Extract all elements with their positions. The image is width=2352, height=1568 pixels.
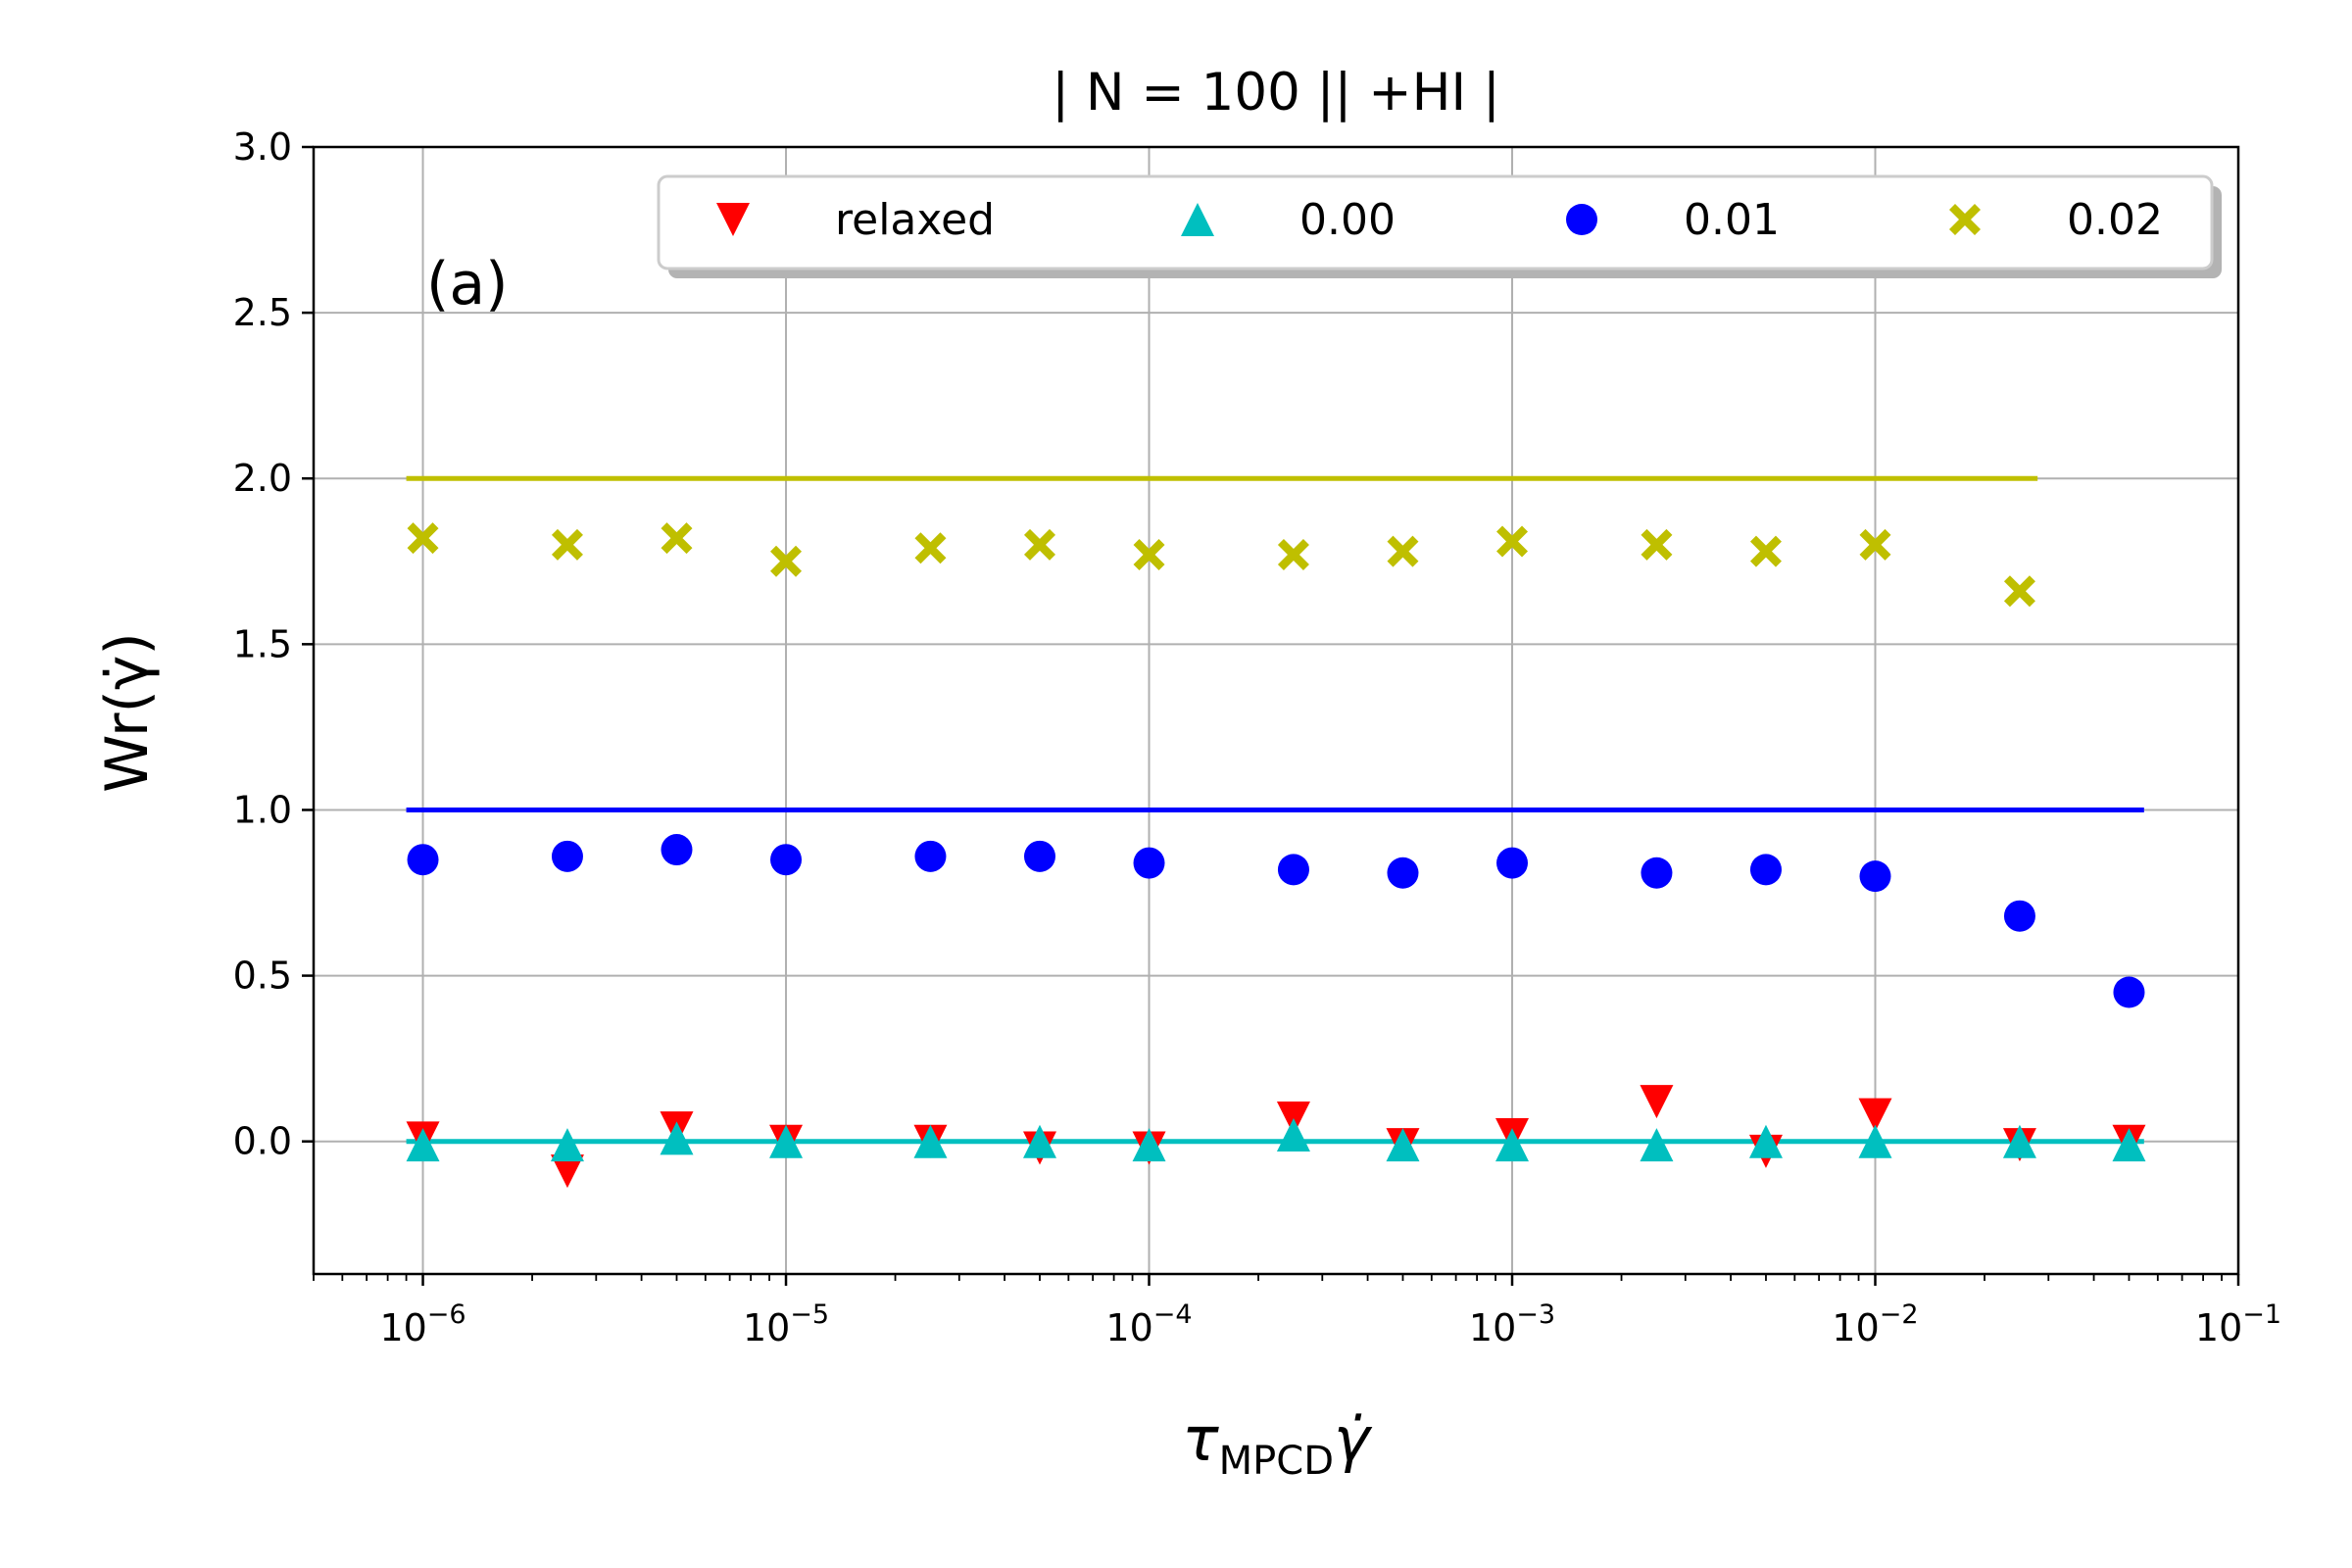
data-markers [406, 522, 2146, 1189]
y-tick-label-0: 0.0 [233, 1120, 292, 1163]
data-point [769, 1124, 804, 1158]
data-point [550, 1128, 584, 1162]
data-point [2112, 1128, 2146, 1162]
x-tick-label-3: 10−3 [1469, 1299, 1555, 1349]
data-point [1133, 539, 1165, 571]
data-point [661, 834, 693, 866]
legend-label-3: 0.02 [2067, 195, 2163, 245]
data-point [1496, 847, 1529, 879]
x-tick-label-base: 10 [1832, 1306, 1879, 1349]
x-tick-label-exponent: −5 [790, 1299, 829, 1330]
data-point [1640, 1085, 1674, 1119]
data-point [661, 522, 693, 555]
y-tick-label-1: 0.5 [233, 955, 292, 998]
legend-marker-3 [1949, 204, 1981, 235]
legend-label-0: relaxed [835, 195, 995, 245]
data-point [2003, 900, 2035, 932]
data-point [1641, 528, 1673, 561]
data-point [770, 844, 803, 876]
data-point [407, 844, 439, 876]
x-tick-label-base: 10 [379, 1306, 426, 1349]
data-point [1276, 1117, 1310, 1152]
x-tick-label-5: 10−1 [2195, 1299, 2281, 1349]
data-point [1387, 857, 1419, 889]
x-tick-label-exponent: −6 [427, 1299, 466, 1330]
x-axis-label-gamma: γ̇ [1334, 1403, 1373, 1475]
data-point [2113, 976, 2145, 1008]
series-0.01 [407, 834, 2145, 1008]
legend: relaxed 0.00 0.01 0.02 [657, 174, 2222, 278]
data-point [550, 1154, 584, 1189]
x-tick-label-exponent: −3 [1516, 1299, 1555, 1330]
data-point [1749, 535, 1782, 567]
x-tick-label-base: 10 [743, 1306, 790, 1349]
data-point [914, 840, 947, 872]
data-point [1495, 1128, 1530, 1162]
data-point [770, 545, 803, 577]
x-tick-label-exponent: −1 [2242, 1299, 2281, 1330]
data-point [914, 532, 947, 564]
plot-frame [312, 145, 2240, 1276]
data-point [1277, 854, 1309, 886]
data-point [1640, 1128, 1674, 1162]
x-tick-label-base: 10 [1469, 1306, 1516, 1349]
x-axis-label-tau: τ [1182, 1403, 1219, 1475]
y-tick-label-4: 2.0 [233, 457, 292, 500]
x-axis: 10−6 10−5 10−4 10−3 10−2 10−1 [313, 1274, 2281, 1349]
y-tick-label-5: 2.5 [233, 291, 292, 334]
y-tick-label-2: 1.0 [233, 788, 292, 831]
x-tick-label-0: 10−6 [379, 1299, 466, 1349]
y-tick-label-3: 1.5 [233, 622, 292, 665]
y-axis: 0.0 0.5 1.0 1.5 2.0 2.5 3.0 [233, 125, 314, 1163]
legend-label-1: 0.00 [1299, 195, 1396, 245]
x-tick-label-base: 10 [2195, 1306, 2242, 1349]
data-point [1386, 1128, 1420, 1162]
x-tick-label-2: 10−4 [1105, 1299, 1192, 1349]
data-point [1496, 525, 1529, 558]
data-point [407, 522, 439, 555]
data-point [1133, 847, 1165, 879]
x-tick-label-4: 10−2 [1832, 1299, 1918, 1349]
legend-label-2: 0.01 [1684, 195, 1780, 245]
y-tick-label-6: 3.0 [233, 125, 292, 169]
data-point [2003, 575, 2035, 608]
data-point [1859, 860, 1891, 893]
y-axis-label: Wr(γ̇) [93, 632, 162, 793]
reference-lines [406, 475, 2144, 1145]
data-point [1748, 1124, 1783, 1158]
data-point [406, 1128, 440, 1162]
legend-marker-0 [716, 203, 750, 236]
x-tick-label-exponent: −2 [1880, 1299, 1919, 1330]
data-point [1387, 535, 1419, 567]
data-point [660, 1121, 694, 1155]
data-point [1858, 1124, 1892, 1158]
data-point [551, 528, 583, 561]
chart-title: | N = 100 || +HI | [1052, 63, 1500, 122]
x-tick-label-1: 10−5 [743, 1299, 829, 1349]
legend-box [657, 174, 2214, 270]
x-axis-label: τMPCDγ̇ [1182, 1403, 1373, 1484]
data-point [1277, 539, 1309, 571]
data-point [1641, 857, 1673, 889]
data-point [1858, 1098, 1892, 1132]
panel-label: (a) [426, 250, 509, 318]
data-point [1749, 854, 1782, 886]
data-point [1023, 840, 1055, 872]
data-point [913, 1124, 948, 1158]
data-point [1023, 528, 1055, 561]
plot-area [314, 147, 2238, 1274]
legend-marker-1 [1181, 203, 1214, 236]
data-point [2002, 1124, 2036, 1158]
legend-marker-2 [1566, 204, 1597, 235]
x-tick-label-base: 10 [1105, 1306, 1152, 1349]
series-0.02 [407, 522, 2035, 608]
data-point [1859, 528, 1891, 561]
data-point [1022, 1124, 1056, 1158]
series-0.00 [406, 1117, 2146, 1162]
data-point [1132, 1128, 1166, 1162]
x-axis-label-subscript: MPCD [1219, 1439, 1334, 1484]
data-point [551, 840, 583, 872]
x-tick-label-exponent: −4 [1153, 1299, 1193, 1330]
